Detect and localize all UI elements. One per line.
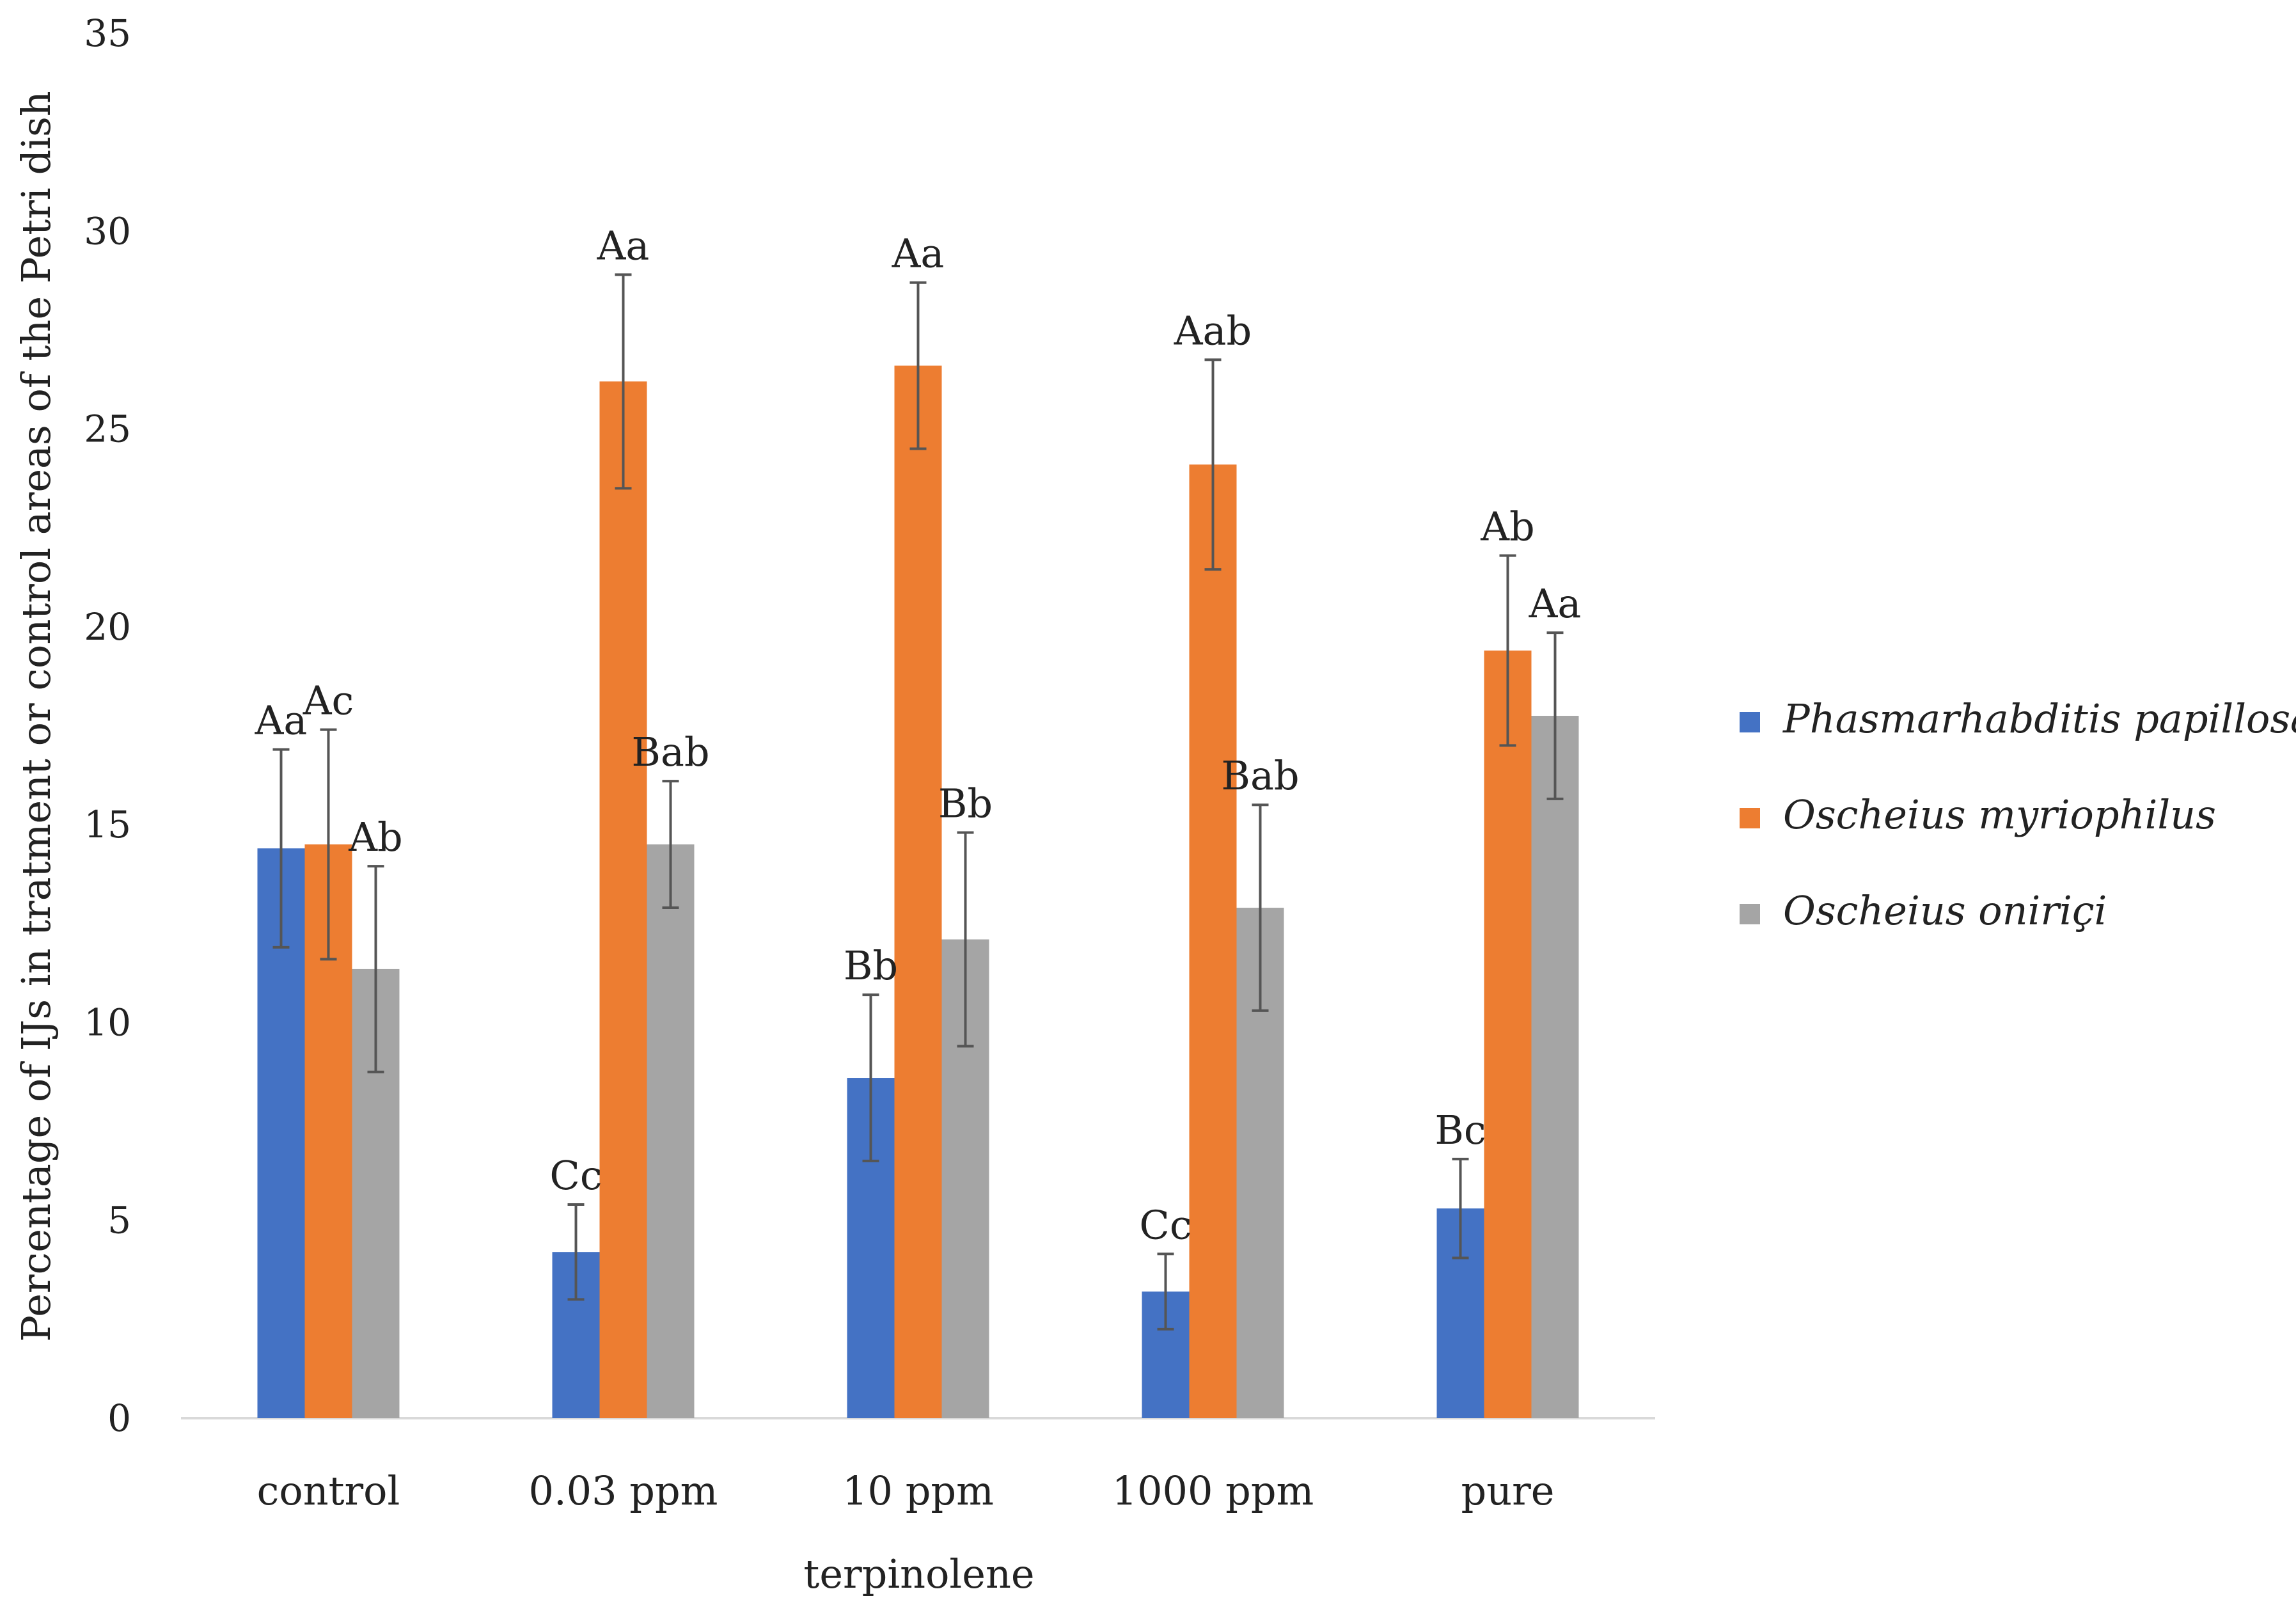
y-tick-label: 10 xyxy=(84,1000,131,1044)
y-axis-ticks: 0 5 10 15 20 25 30 35 xyxy=(84,12,131,1440)
x-tick-label: 0.03 ppm xyxy=(529,1467,718,1514)
x-tick-label: pure xyxy=(1461,1467,1555,1514)
y-tick-label: 25 xyxy=(84,407,131,451)
x-axis-category-labels: control 0.03 ppm 10 ppm 1000 ppm pure xyxy=(257,1467,1555,1514)
bar xyxy=(647,844,695,1418)
legend: Phasmarhabditis papillosa Oscheius myriop… xyxy=(1740,695,2296,934)
legend-label: Phasmarhabditis papillosa xyxy=(1782,695,2296,742)
legend-swatch xyxy=(1740,712,1760,732)
bar xyxy=(894,365,942,1418)
y-axis-title: Percentage of IJs in tratment or control… xyxy=(13,91,59,1341)
data-label: Cc xyxy=(1139,1201,1191,1248)
data-label: Aa xyxy=(255,697,308,744)
data-label: Aa xyxy=(892,230,945,277)
x-tick-label: 10 ppm xyxy=(842,1467,994,1514)
legend-swatch xyxy=(1740,808,1760,828)
data-label: Aa xyxy=(1529,580,1582,627)
y-tick-label: 15 xyxy=(84,803,131,846)
x-tick-label: control xyxy=(257,1467,400,1514)
legend-label: Oscheius oniriçi xyxy=(1783,887,2107,934)
data-label: Bab xyxy=(1221,752,1299,799)
data-label: Bb xyxy=(844,942,898,989)
data-label: Aa xyxy=(597,222,650,269)
data-label: Ab xyxy=(348,814,402,860)
x-tick-label: 1000 ppm xyxy=(1112,1467,1314,1514)
y-tick-label: 30 xyxy=(84,209,131,253)
data-label: Bab xyxy=(631,729,709,775)
bar xyxy=(599,381,647,1419)
data-label: Bb xyxy=(938,780,993,827)
data-label: Aab xyxy=(1174,307,1252,354)
bar xyxy=(1531,716,1579,1418)
data-label: Cc xyxy=(549,1152,602,1199)
data-label: Ab xyxy=(1480,503,1534,550)
y-tick-label: 35 xyxy=(84,12,131,55)
bars-group xyxy=(257,365,1579,1419)
y-tick-label: 20 xyxy=(84,605,131,649)
error-bars-group xyxy=(272,273,1564,1331)
data-label: Ac xyxy=(303,677,354,724)
bar xyxy=(1189,464,1237,1418)
legend-swatch xyxy=(1740,904,1760,924)
x-axis-title: terpinolene xyxy=(803,1551,1034,1597)
y-tick-label: 0 xyxy=(107,1396,131,1440)
bar xyxy=(1484,650,1532,1418)
data-label: Bc xyxy=(1435,1107,1486,1153)
legend-label: Oscheius myriophilus xyxy=(1783,791,2216,838)
y-tick-label: 5 xyxy=(107,1199,131,1242)
